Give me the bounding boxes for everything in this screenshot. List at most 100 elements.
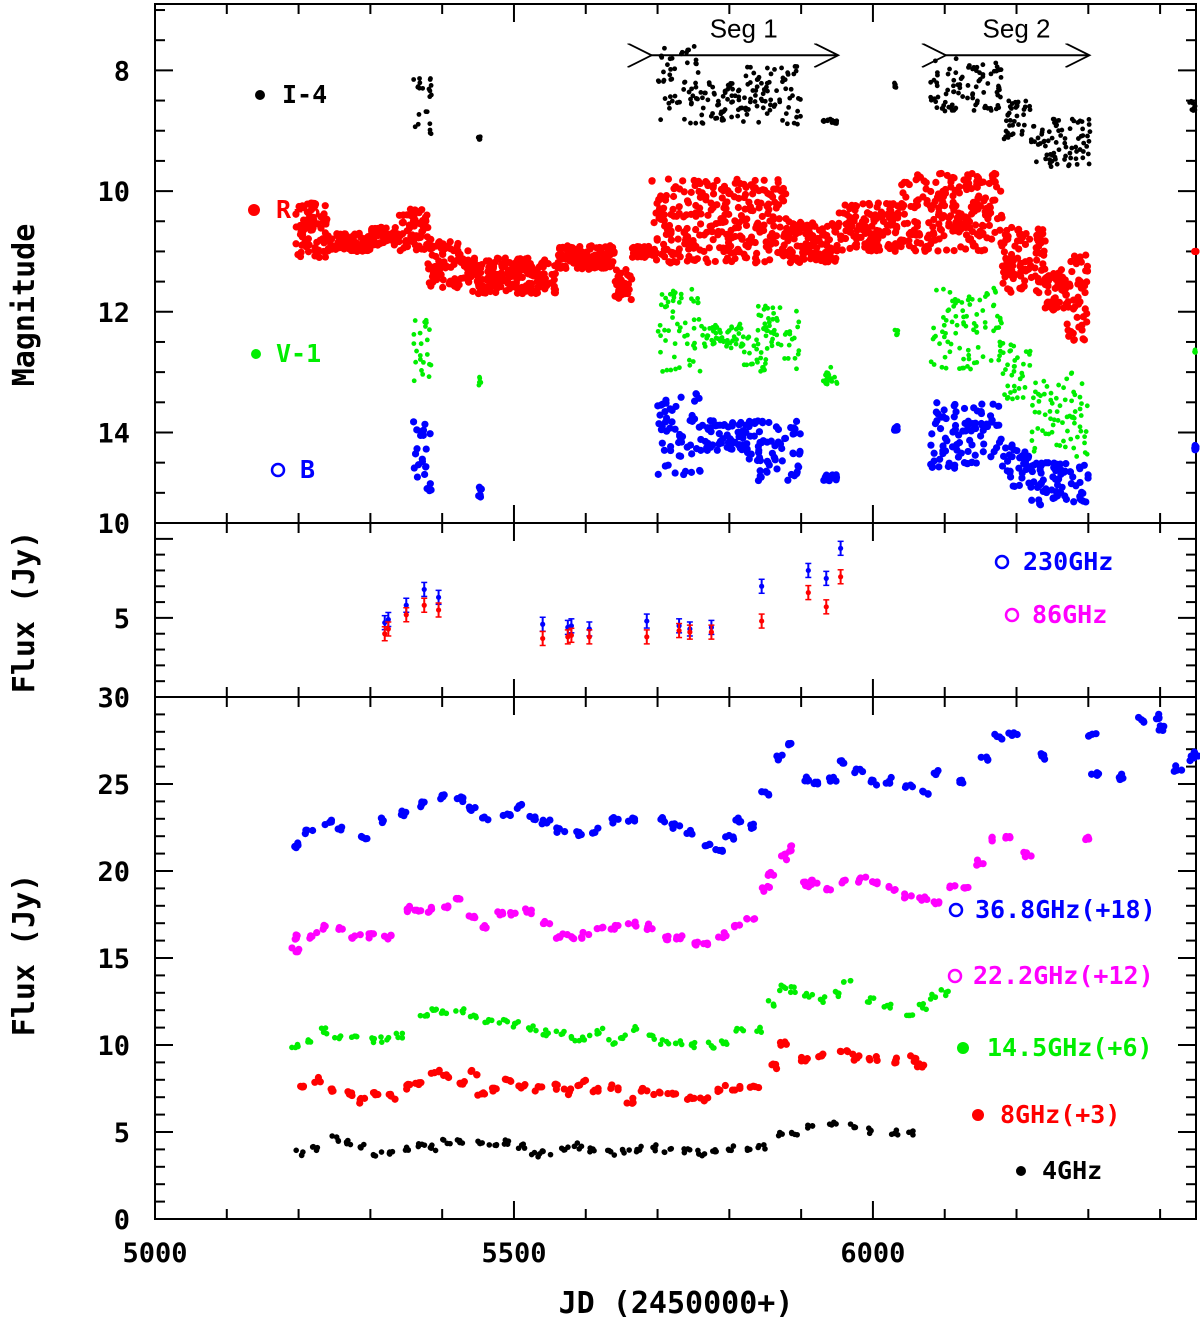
v-1-point: [760, 364, 766, 370]
i-4-point: [761, 87, 767, 92]
r-3-point: [342, 234, 350, 242]
r-3-point: [815, 250, 823, 258]
i-4-point: [774, 88, 779, 94]
r-3-point: [1082, 267, 1090, 275]
b-point: [706, 423, 715, 432]
v-1-point: [718, 330, 723, 336]
r-3-point: [435, 238, 443, 247]
r-3-point: [735, 248, 744, 256]
i-4-point: [699, 112, 705, 118]
4ghz-point: [447, 1140, 453, 1147]
8ghz-3-point: [637, 1087, 645, 1095]
v-1-point: [764, 328, 769, 333]
r-3-point: [700, 231, 708, 239]
i-4-point: [668, 66, 674, 72]
i-4-point: [427, 127, 433, 133]
r-3-point: [981, 211, 990, 219]
r-3-point: [899, 189, 907, 197]
14-5ghz-6-point: [792, 989, 798, 996]
14-5ghz-6-point: [765, 997, 772, 1004]
r-3-point: [468, 261, 476, 270]
v-1-point: [762, 361, 768, 366]
r-3-point: [725, 210, 733, 218]
i-4-point: [1003, 128, 1009, 134]
8ghz-3-point: [489, 1087, 497, 1095]
b-point: [688, 450, 696, 458]
r-3-point: [852, 240, 860, 249]
4ghz-point: [432, 1147, 439, 1154]
i-4-point: [1043, 156, 1049, 162]
r-3-point: [679, 177, 687, 185]
v-1-point: [695, 296, 701, 301]
r-3-point: [709, 182, 717, 190]
i-4-point: [1021, 122, 1027, 128]
v-1-point: [1005, 395, 1011, 400]
i-4-point: [1087, 129, 1093, 135]
b-point: [666, 424, 674, 432]
b-point: [993, 444, 1001, 452]
36-8ghz-18-point: [327, 818, 335, 826]
y-tick-label: 5: [114, 1118, 130, 1149]
r-3-point: [1000, 248, 1008, 256]
r-3-point: [773, 185, 782, 193]
b-point: [707, 443, 715, 451]
i-4-point: [892, 80, 897, 86]
8ghz-3-point: [872, 1053, 880, 1061]
22-2ghz-12-point: [380, 932, 389, 940]
r-3-point: [825, 236, 834, 244]
r-3-point: [772, 204, 780, 212]
y-tick-label: 20: [97, 857, 130, 888]
i-4-point: [779, 65, 784, 71]
r-3-point: [447, 255, 455, 263]
v-1-point: [1022, 385, 1028, 390]
v-1-point: [691, 298, 697, 304]
r-3-point: [923, 234, 932, 242]
8ghz-3-point: [607, 1084, 615, 1093]
i-4-point: [955, 82, 961, 88]
v-1-point: [1064, 376, 1070, 382]
r-3-point: [508, 280, 517, 288]
v-1-point: [771, 327, 777, 333]
22-2ghz-12-point: [703, 939, 712, 947]
4ghz-point: [547, 1151, 554, 1158]
r-3-point: [999, 279, 1007, 287]
v-1-point: [769, 343, 775, 349]
v-1-point: [1054, 409, 1060, 414]
14-5ghz-6-point: [417, 1012, 424, 1019]
r-3-point: [541, 279, 550, 288]
v-1-point: [671, 354, 677, 360]
r-3-point: [292, 240, 300, 248]
i-4-point: [681, 87, 687, 92]
b-point: [713, 446, 721, 454]
v-1-point: [786, 342, 792, 348]
b-point: [789, 430, 797, 438]
v-1-point: [1079, 401, 1084, 406]
x-tick-label: 6000: [840, 1238, 905, 1269]
r-3-point: [935, 220, 943, 228]
r-3-point: [955, 220, 963, 228]
8ghz-3-point: [479, 1089, 487, 1097]
r-3-point: [506, 258, 514, 267]
v-1-point: [977, 297, 983, 303]
v-1-point: [988, 358, 994, 363]
r-3-point: [837, 235, 845, 244]
i-4-point: [794, 114, 799, 120]
r-3-point: [702, 255, 710, 263]
4ghz-point: [667, 1146, 673, 1152]
8ghz-3-point: [473, 1071, 481, 1079]
i-4-point: [1078, 133, 1084, 139]
v-1-point: [682, 320, 688, 326]
14-5ghz-6-point: [801, 993, 808, 999]
36-8ghz-18-point: [1093, 769, 1101, 777]
v-1-point: [678, 295, 684, 301]
v-1-point: [973, 323, 979, 329]
b-point: [763, 438, 771, 446]
i-4-point: [768, 102, 773, 108]
b-point: [743, 448, 752, 457]
i-4-point: [973, 102, 979, 108]
14-5ghz-6-point: [399, 1030, 406, 1037]
r-3-point: [493, 284, 501, 293]
r-3-point: [746, 203, 755, 211]
i-4-point: [1006, 98, 1012, 104]
v-1-point: [965, 297, 971, 303]
